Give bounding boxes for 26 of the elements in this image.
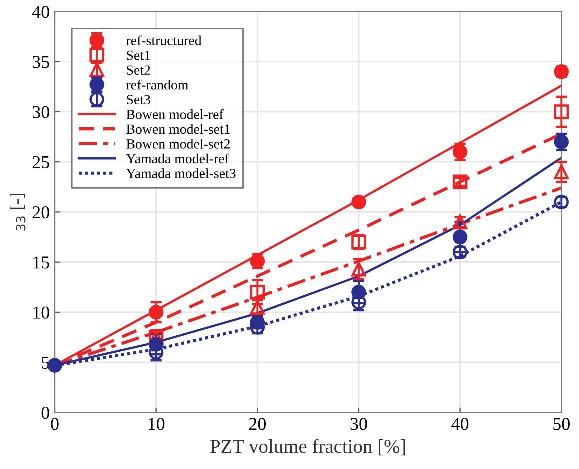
legend-label: Set1 <box>127 50 150 60</box>
legend-label: Yamada model-set3 <box>126 168 236 178</box>
x-axis-title: PZT volume fraction [%] <box>210 439 406 456</box>
y-tick-label: 15 <box>34 256 50 269</box>
legend-label: ref-structured <box>126 36 202 46</box>
legend-label: Set3 <box>127 95 150 105</box>
x-tick-label: 30 <box>350 418 368 430</box>
y-tick-label: 0 <box>42 406 50 420</box>
legend-label: Bowen model-set2 <box>126 139 230 149</box>
y-tick-label: 30 <box>32 106 50 118</box>
legend-label: ref-random <box>126 80 188 90</box>
x-tick-label: 50 <box>554 418 570 430</box>
y-axis-title: $_{33}$ [-] <box>10 194 26 231</box>
legend-label: Set2 <box>127 66 150 76</box>
x-tick-label: 20 <box>249 418 266 430</box>
y-tick-label: 10 <box>34 306 50 319</box>
y-tick-label: 20 <box>32 206 50 219</box>
y-tick-label: 40 <box>32 6 50 18</box>
x-tick-label: 10 <box>148 418 165 430</box>
x-tick-label: 0 <box>51 418 59 430</box>
legend-label: Bowen model-set1 <box>126 124 230 134</box>
legend-label: Yamada model-ref <box>126 154 230 164</box>
y-tick-label: 25 <box>32 156 50 169</box>
legend-label: Bowen model-ref <box>126 109 224 120</box>
x-tick-label: 40 <box>452 418 469 430</box>
y-tick-label: 35 <box>32 56 50 68</box>
